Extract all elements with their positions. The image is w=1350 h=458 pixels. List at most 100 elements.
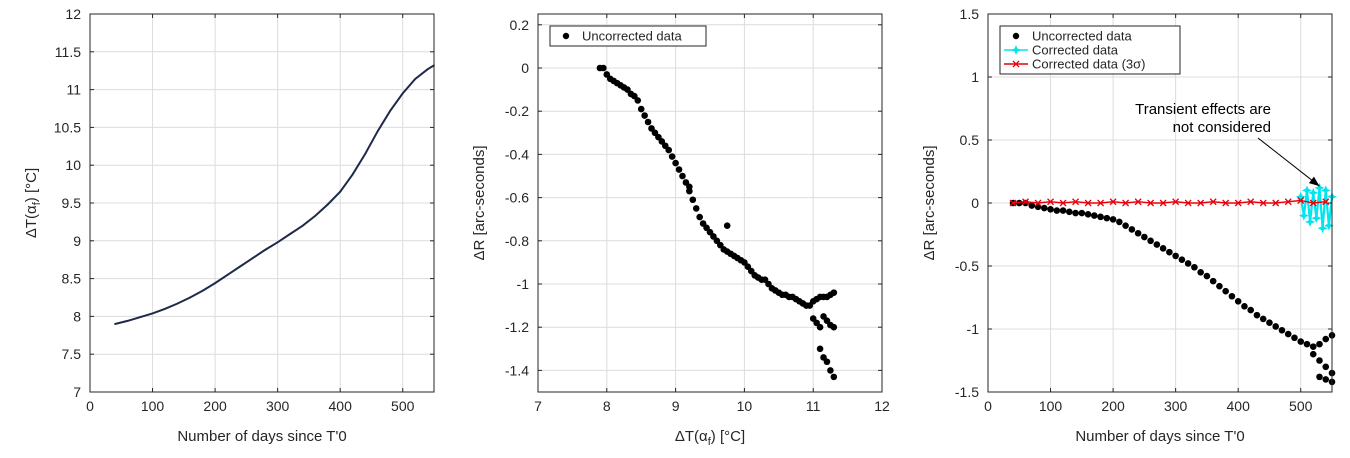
legend-box xyxy=(549,25,707,47)
y-tick-label: -0.8 xyxy=(505,233,529,249)
data-point xyxy=(1314,182,1325,193)
data-point xyxy=(1272,199,1280,207)
data-point xyxy=(644,118,652,126)
data-point xyxy=(1078,209,1086,217)
data-point xyxy=(1322,198,1330,206)
data-point xyxy=(1322,376,1330,383)
x-tick-label: 7 xyxy=(534,398,542,414)
data-point xyxy=(364,152,367,155)
data-point xyxy=(1009,199,1017,207)
data-point xyxy=(1309,199,1317,207)
data-point xyxy=(1059,207,1067,214)
legend-marker xyxy=(1011,45,1021,55)
data-point xyxy=(675,166,683,173)
data-point xyxy=(1197,199,1205,207)
x-tick-label: 11 xyxy=(806,398,821,414)
data-point xyxy=(1241,303,1248,310)
x-axis-label: Number of days since T'0 xyxy=(177,428,346,445)
data-point xyxy=(679,172,686,180)
data-point xyxy=(1134,229,1142,237)
data-point xyxy=(314,214,317,217)
x-tick-label: 300 xyxy=(1164,398,1188,414)
data-point xyxy=(665,146,673,154)
x-tick-label: 400 xyxy=(329,398,353,414)
y-tick-label: -1.5 xyxy=(955,384,979,400)
data-point xyxy=(1072,209,1079,217)
data-point xyxy=(1316,340,1323,348)
data-point xyxy=(139,316,141,319)
data-point xyxy=(426,68,429,71)
y-axis-label: ΔT(αf) [°C] xyxy=(23,168,43,238)
data-point xyxy=(1184,260,1192,267)
data-point xyxy=(1305,216,1316,227)
x-axis-label: ΔT(αf) [°C] xyxy=(675,428,745,448)
y-tick-label: 0 xyxy=(971,195,979,211)
annotation-arrowhead xyxy=(1308,176,1320,187)
x-tick-label: 12 xyxy=(874,398,890,414)
x-tick-label: 0 xyxy=(86,398,94,414)
y-tick-label: 10 xyxy=(65,157,81,173)
data-point xyxy=(201,289,204,292)
x-tick-label: 10 xyxy=(737,398,753,414)
data-marks xyxy=(1009,182,1337,386)
data-point xyxy=(1122,199,1130,207)
annotation-line: not considered xyxy=(1173,119,1271,136)
data-point xyxy=(1316,357,1323,364)
data-point xyxy=(1091,212,1098,219)
data-point xyxy=(126,320,129,322)
data-point xyxy=(1247,306,1254,314)
data-point xyxy=(1022,198,1029,206)
data-point xyxy=(816,345,824,353)
data-point xyxy=(1172,198,1180,206)
axes-frame xyxy=(537,13,883,393)
data-point xyxy=(1222,287,1229,295)
data-point xyxy=(1309,350,1317,358)
plot-area xyxy=(538,14,882,392)
data-point xyxy=(1322,363,1330,371)
x-axis-label: Number of days since T'0 xyxy=(1075,428,1244,445)
grid xyxy=(89,13,434,393)
data-point xyxy=(1303,340,1311,348)
data-point xyxy=(189,296,191,299)
y-tick-label: 0.2 xyxy=(510,17,530,33)
data-point xyxy=(1084,199,1092,207)
data-point xyxy=(1259,315,1267,323)
legend-label: Uncorrected data xyxy=(582,29,682,44)
legend-marker xyxy=(1012,60,1020,68)
data-point xyxy=(1301,185,1312,196)
data-point xyxy=(1109,198,1117,206)
y-tick-label: 11.5 xyxy=(55,44,81,60)
x-tick-label: 8 xyxy=(603,398,611,414)
y-tick-label: -1.4 xyxy=(505,362,529,378)
annotation-arrow xyxy=(1257,137,1320,187)
data-point xyxy=(214,282,216,285)
data-point xyxy=(723,222,731,229)
data-point xyxy=(1047,198,1055,206)
data-point xyxy=(1116,218,1123,226)
data-point xyxy=(176,302,179,305)
data-point xyxy=(1097,213,1104,221)
data-point xyxy=(1072,198,1080,206)
data-point xyxy=(1103,214,1111,222)
y-tick-label: 9 xyxy=(73,233,81,249)
x-tick-label: 0 xyxy=(984,398,992,414)
legend-box xyxy=(999,25,1181,75)
chart-panel-2: 7 8 9 10 11 12 -1.4 -1.2 -1 -0.8 -0.6 -0.4 -0.2 0 0.2 Δ… xyxy=(471,13,890,448)
data-point xyxy=(1320,185,1331,196)
data-point xyxy=(1284,198,1292,206)
data-point xyxy=(1297,338,1305,345)
y-tick-label: -0.5 xyxy=(955,258,979,274)
x-tick-label: 400 xyxy=(1227,398,1251,414)
y-tick-label: -0.6 xyxy=(505,190,529,206)
data-point xyxy=(1109,216,1117,223)
legend-label: Uncorrected data xyxy=(1032,29,1132,44)
data-point xyxy=(689,196,697,204)
data-point xyxy=(301,224,304,227)
y-axis-label: ΔR [arc-seconds] xyxy=(921,145,938,260)
y-axis-label-sub: f xyxy=(31,201,43,205)
data-point xyxy=(634,97,642,104)
data-point xyxy=(1197,269,1204,276)
data-point xyxy=(686,183,693,191)
data-point xyxy=(1022,199,1029,207)
